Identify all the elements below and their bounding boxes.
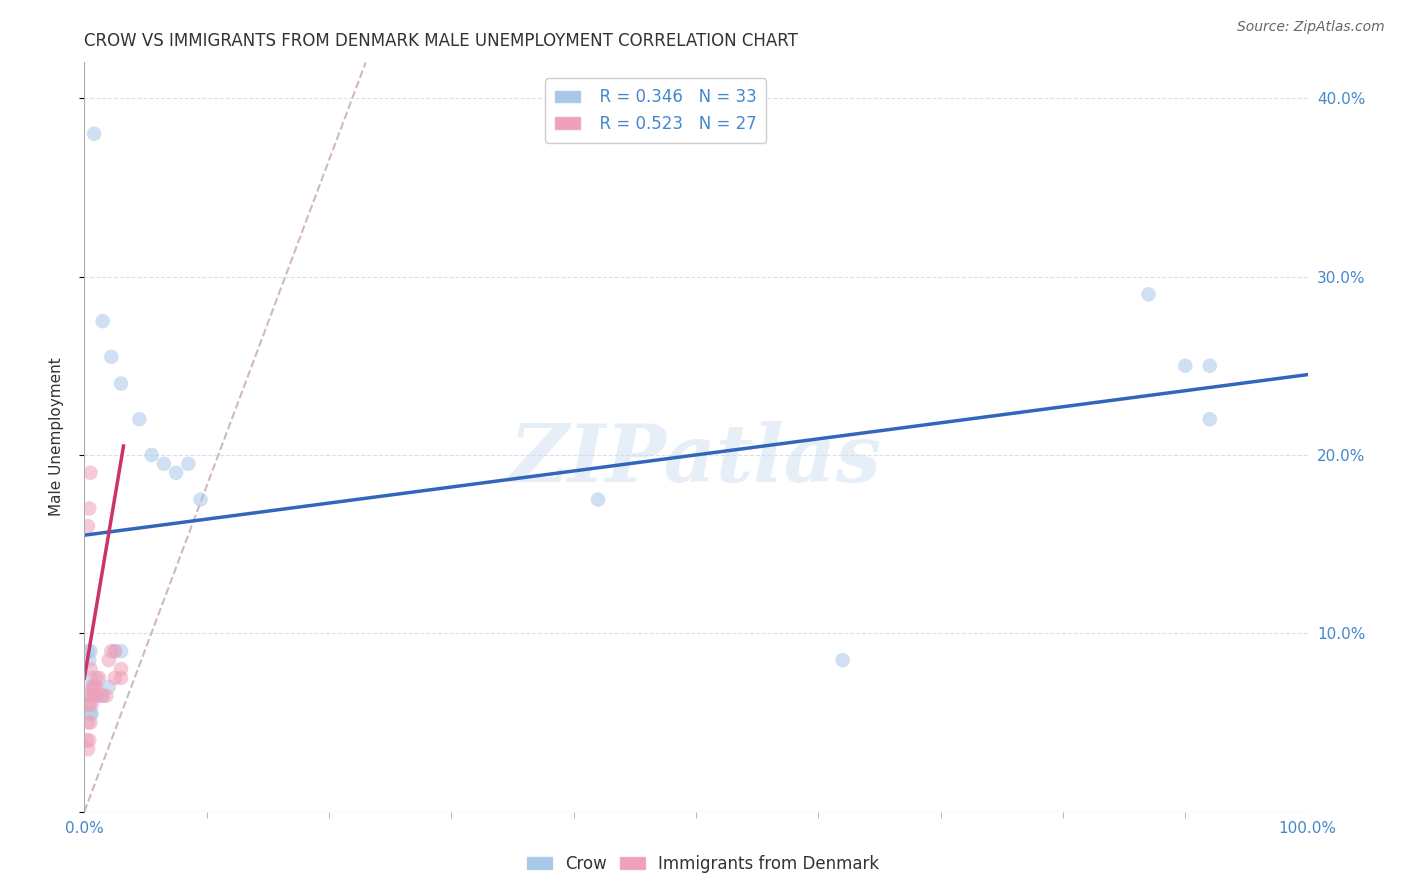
Point — [79, 689, 101, 703]
Point — [79, 715, 101, 730]
Point — [1198, 412, 1220, 426]
Point — [77, 698, 100, 712]
Point — [165, 466, 187, 480]
Point — [87, 671, 110, 685]
Point — [100, 350, 122, 364]
Text: Source: ZipAtlas.com: Source: ZipAtlas.com — [1237, 20, 1385, 34]
Point — [84, 689, 107, 703]
Point — [104, 644, 127, 658]
Point — [82, 680, 104, 694]
Point — [141, 448, 163, 462]
Point — [82, 689, 104, 703]
Point — [1174, 359, 1197, 373]
Point — [104, 671, 127, 685]
Point — [586, 492, 609, 507]
Point — [110, 671, 132, 685]
Point — [77, 501, 100, 516]
Point — [1198, 359, 1220, 373]
Point — [83, 680, 105, 694]
Point — [87, 689, 110, 703]
Point — [79, 466, 101, 480]
Point — [77, 715, 100, 730]
Point — [177, 457, 200, 471]
Point — [153, 457, 176, 471]
Point — [77, 742, 100, 756]
Point — [100, 644, 122, 658]
Point — [110, 376, 132, 391]
Point — [79, 662, 101, 676]
Point — [77, 689, 100, 703]
Point — [97, 653, 120, 667]
Point — [80, 698, 103, 712]
Point — [84, 680, 107, 694]
Point — [128, 412, 150, 426]
Point — [96, 689, 118, 703]
Point — [1137, 287, 1160, 301]
Point — [77, 644, 100, 658]
Point — [190, 492, 212, 507]
Point — [91, 689, 114, 703]
Point — [91, 314, 114, 328]
Point — [86, 689, 108, 703]
Point — [86, 680, 108, 694]
Point — [80, 680, 103, 694]
Point — [83, 689, 105, 703]
Point — [83, 127, 105, 141]
Point — [831, 653, 853, 667]
Point — [104, 644, 127, 658]
Point — [91, 689, 114, 703]
Point — [97, 680, 120, 694]
Text: CROW VS IMMIGRANTS FROM DENMARK MALE UNEMPLOYMENT CORRELATION CHART: CROW VS IMMIGRANTS FROM DENMARK MALE UNE… — [84, 32, 799, 50]
Point — [77, 653, 100, 667]
Point — [110, 662, 132, 676]
Point — [79, 706, 101, 721]
Point — [80, 706, 103, 721]
Point — [79, 644, 101, 658]
Text: ZIPatlas: ZIPatlas — [510, 421, 882, 499]
Point — [110, 644, 132, 658]
Point — [77, 698, 100, 712]
Y-axis label: Male Unemployment: Male Unemployment — [49, 358, 63, 516]
Legend:   R = 0.346   N = 33,   R = 0.523   N = 27: R = 0.346 N = 33, R = 0.523 N = 27 — [546, 78, 766, 143]
Legend: Crow, Immigrants from Denmark: Crow, Immigrants from Denmark — [520, 848, 886, 880]
Point — [80, 671, 103, 685]
Point — [77, 519, 100, 533]
Point — [76, 733, 98, 747]
Point — [77, 733, 100, 747]
Point — [86, 671, 108, 685]
